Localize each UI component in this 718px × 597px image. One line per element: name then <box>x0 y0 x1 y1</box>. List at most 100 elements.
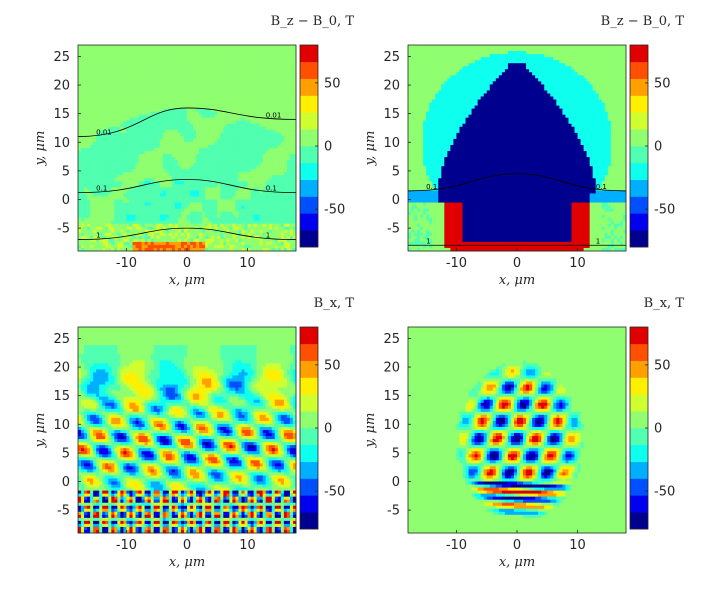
contour-line <box>407 173 627 192</box>
x-tick-label: 0 <box>183 256 191 271</box>
colorbar-segment <box>630 179 648 197</box>
x-tick-label: 10 <box>569 538 586 553</box>
x-tick-label: -10 <box>116 538 137 553</box>
y-tick-label: 15 <box>53 107 70 122</box>
y-tick-label: 10 <box>53 136 70 151</box>
colorbar-segment <box>630 61 648 79</box>
colorbar-tick-label: 0 <box>324 140 332 155</box>
contour-label: 1 <box>266 232 270 240</box>
colorbar-segment <box>300 360 318 378</box>
y-tick-label: 20 <box>383 361 400 376</box>
field-raster <box>78 45 297 252</box>
colorbar-segment <box>630 129 648 147</box>
colorbar-tick-label: -50 <box>324 485 345 500</box>
y-tick-label: 5 <box>392 446 400 461</box>
colorbar-tick-label: 0 <box>324 422 332 437</box>
colorbar-segment <box>300 377 318 395</box>
colorbar-segment <box>630 495 648 513</box>
colorbar-segment <box>300 129 318 147</box>
colorbar-title: B_z − B_0, T <box>601 14 685 29</box>
y-tick-label: 5 <box>62 164 70 179</box>
colorbar-segment <box>630 377 648 395</box>
colorbar-segment <box>630 478 648 496</box>
contour-line <box>77 227 297 240</box>
y-tick-label: -5 <box>57 222 70 237</box>
contour-label: 0.1 <box>96 185 107 193</box>
colorbar: 50 0 -50 <box>299 44 345 248</box>
colorbar-segment <box>630 428 648 446</box>
colorbar-segment <box>300 45 318 63</box>
colorbar-segment <box>630 360 648 378</box>
colorbar-tick-label: 0 <box>654 422 662 437</box>
contour-label: 0.01 <box>266 111 282 119</box>
x-tick-label: 10 <box>569 256 586 271</box>
colorbar-tick-label: -50 <box>654 485 675 500</box>
contour-label: 1 <box>96 232 100 240</box>
colorbar-title: B_z − B_0, T <box>271 14 355 29</box>
y-tick-label: 0 <box>392 193 400 208</box>
colorbar-segment <box>630 146 648 164</box>
field-raster <box>408 327 627 534</box>
y-tick-label: 25 <box>53 50 70 65</box>
colorbar-segment <box>300 146 318 164</box>
x-tick-label: -10 <box>446 256 467 271</box>
x-tick-label: 0 <box>183 538 191 553</box>
field-raster <box>78 327 297 534</box>
y-tick-label: 25 <box>383 50 400 65</box>
colorbar-segment <box>630 394 648 412</box>
y-tick-label: 5 <box>392 164 400 179</box>
contour-label: 0.1 <box>266 185 277 193</box>
contour-label: 1 <box>596 237 600 245</box>
contour-label: 0.1 <box>426 183 437 191</box>
y-tick-label: 20 <box>53 361 70 376</box>
colorbar-segment <box>630 213 648 231</box>
colorbar: 50 0 -50 <box>629 326 675 530</box>
colorbar-title: B_x, T <box>314 296 355 311</box>
y-tick-label: 0 <box>62 193 70 208</box>
colorbar-segment <box>300 112 318 130</box>
x-axis-label: x, μm <box>169 555 205 570</box>
colorbar-segment <box>300 213 318 231</box>
x-axis-label: x, μm <box>499 273 535 288</box>
colorbar-segment <box>300 461 318 479</box>
x-tick-label: 0 <box>513 256 521 271</box>
y-tick-label: 20 <box>383 79 400 94</box>
x-axis-label: x, μm <box>169 273 205 288</box>
colorbar-tick-label: 50 <box>324 358 341 373</box>
y-tick-label: 25 <box>383 332 400 347</box>
colorbar-segment <box>300 478 318 496</box>
colorbar-segment <box>300 162 318 180</box>
colorbar-segment <box>300 394 318 412</box>
colorbar-tick-label: 50 <box>324 76 341 91</box>
colorbar-tick-label: -50 <box>324 203 345 218</box>
contour-label: 1 <box>426 237 430 245</box>
colorbar-segment <box>630 512 648 530</box>
colorbar-segment <box>300 61 318 79</box>
x-tick-label: 10 <box>239 256 256 271</box>
colorbar-segment <box>630 196 648 214</box>
y-tick-label: 10 <box>383 418 400 433</box>
y-tick-label: 10 <box>383 136 400 151</box>
contour-label: 0.1 <box>596 183 607 191</box>
y-tick-label: 25 <box>53 332 70 347</box>
contour-line <box>77 107 297 137</box>
colorbar-segment <box>300 411 318 429</box>
colorbar-segment <box>300 95 318 113</box>
y-tick-label: -5 <box>57 504 70 519</box>
contour-line <box>77 179 297 194</box>
y-tick-label: 10 <box>53 418 70 433</box>
colorbar-title: B_x, T <box>644 296 685 311</box>
colorbar-segment <box>300 327 318 345</box>
y-axis-label: y, μm <box>363 131 378 167</box>
colorbar-segment <box>630 95 648 113</box>
contour-label: 0.01 <box>96 129 112 137</box>
colorbar-tick-label: -50 <box>654 203 675 218</box>
colorbar-segment <box>300 196 318 214</box>
colorbar-segment <box>300 230 318 248</box>
field-raster <box>408 45 627 252</box>
colorbar-segment <box>630 411 648 429</box>
